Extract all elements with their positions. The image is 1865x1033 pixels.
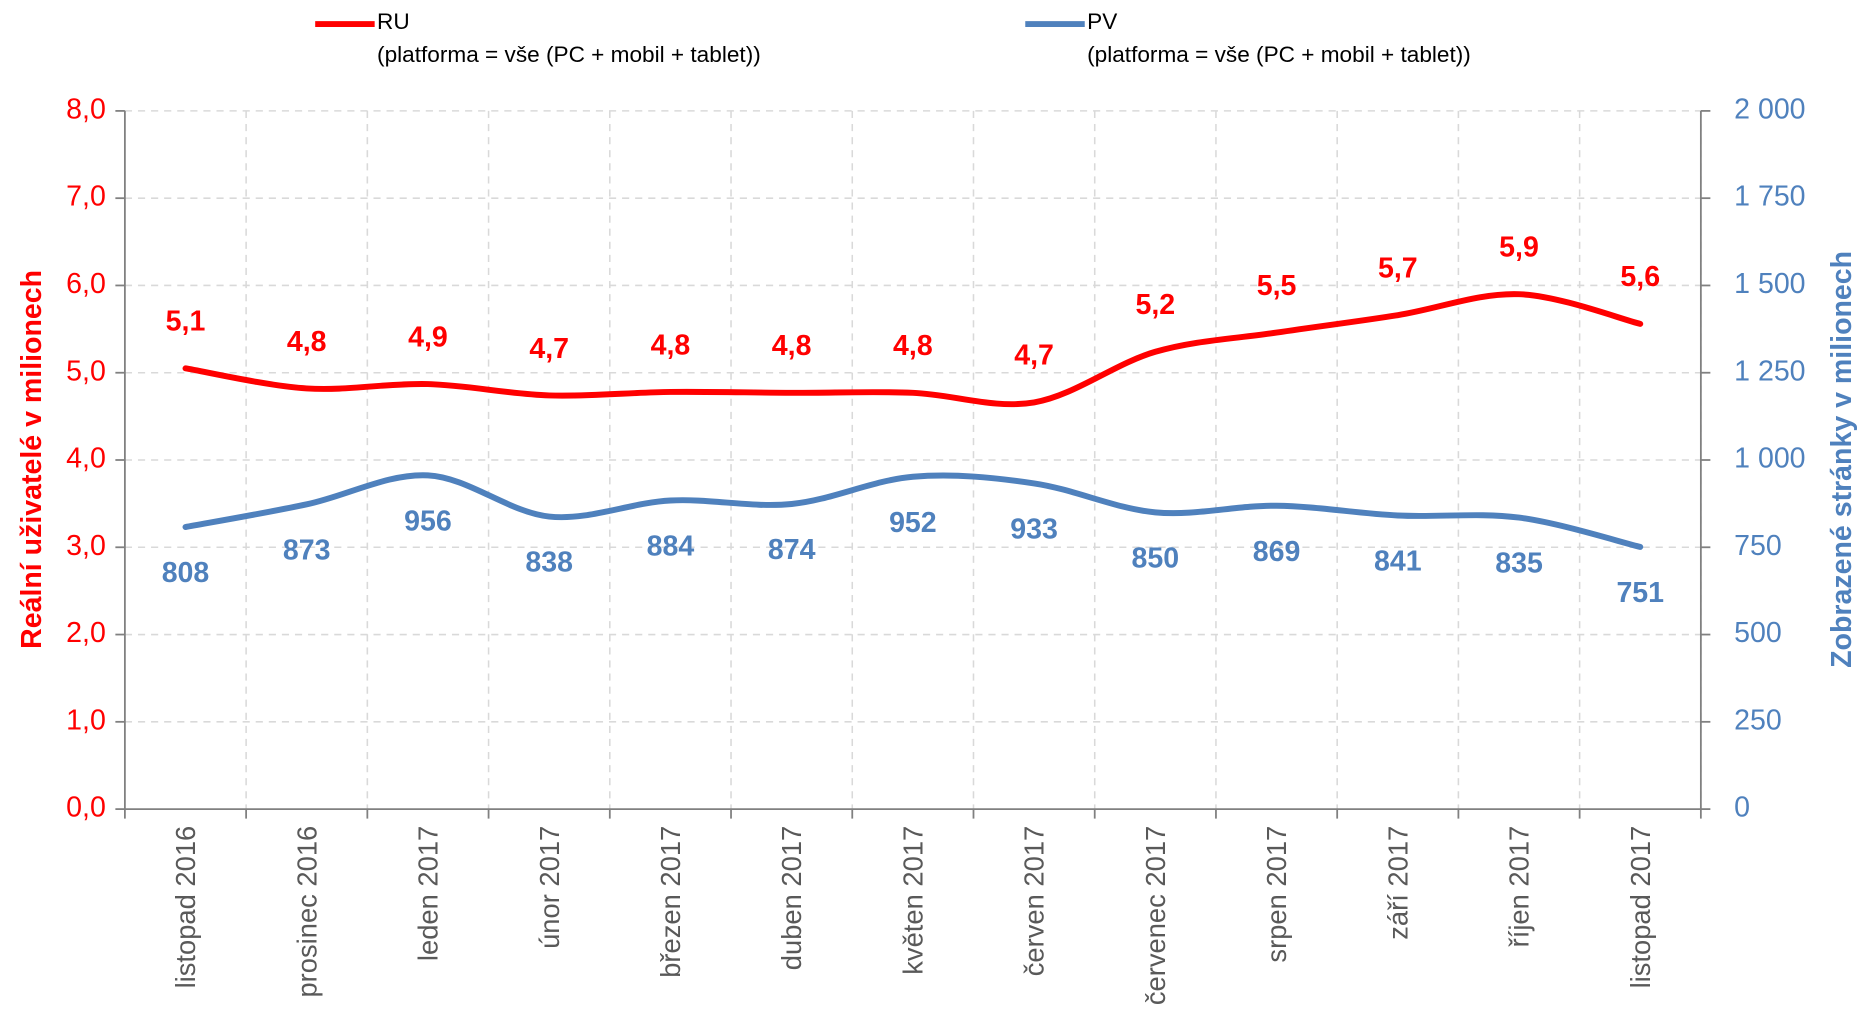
data-label: 873 bbox=[283, 534, 331, 566]
x-tick-label: únor 2017 bbox=[534, 826, 565, 949]
data-label: 5,6 bbox=[1620, 261, 1660, 293]
data-label: 956 bbox=[404, 505, 452, 537]
data-label: 4,9 bbox=[408, 321, 448, 353]
x-tick-label: září 2017 bbox=[1382, 826, 1413, 940]
legend-label: RU (platforma = vše (PC + mobil + tablet… bbox=[377, 9, 761, 69]
y2-tick-label: 500 bbox=[1734, 617, 1782, 649]
data-label: 751 bbox=[1616, 577, 1664, 609]
y2-tick-label: 1 000 bbox=[1734, 443, 1805, 475]
data-label: 808 bbox=[162, 557, 210, 589]
data-label: 838 bbox=[525, 547, 573, 579]
y2-tick-label: 1 500 bbox=[1734, 268, 1805, 300]
y2-axis-title: Zobrazené stránky v milionech bbox=[1826, 251, 1858, 668]
x-tick-label: listopad 2017 bbox=[1625, 826, 1656, 989]
y2-tick-label: 1 750 bbox=[1734, 181, 1805, 213]
y-tick-label: 7,0 bbox=[66, 181, 106, 213]
y-tick-label: 5,0 bbox=[66, 355, 106, 387]
line-series bbox=[182, 291, 1644, 408]
y-tick-label: 1,0 bbox=[66, 704, 106, 736]
y2-tick-label: 1 250 bbox=[1734, 355, 1805, 387]
data-label: 884 bbox=[647, 531, 695, 563]
data-label: 952 bbox=[889, 507, 937, 539]
data-label: 933 bbox=[1010, 514, 1058, 546]
x-tick-label: srpen 2017 bbox=[1261, 826, 1292, 963]
data-label: 5,5 bbox=[1257, 270, 1297, 302]
data-label: 4,8 bbox=[772, 330, 812, 362]
data-label: 4,7 bbox=[1014, 340, 1054, 372]
y2-tick-label: 750 bbox=[1734, 530, 1782, 562]
y-axis-title: Reální uživatelé v milionech bbox=[16, 270, 48, 649]
x-tick-label: březen 2017 bbox=[655, 826, 686, 978]
y-tick-label: 2,0 bbox=[66, 617, 106, 649]
data-label: 4,8 bbox=[287, 326, 327, 358]
data-label: 841 bbox=[1374, 546, 1422, 578]
data-label: 850 bbox=[1132, 542, 1180, 574]
legend-entry: RU (platforma = vše (PC + mobil + tablet… bbox=[377, 9, 761, 69]
y2-tick-label: 250 bbox=[1734, 704, 1782, 736]
y2-tick-label: 0 bbox=[1734, 792, 1750, 824]
data-label: 874 bbox=[768, 534, 816, 566]
y-tick-label: 3,0 bbox=[66, 530, 106, 562]
x-tick-label: listopad 2016 bbox=[170, 826, 201, 989]
x-tick-label: říjen 2017 bbox=[1504, 826, 1535, 948]
line-series bbox=[182, 472, 1644, 550]
data-label: 869 bbox=[1253, 536, 1301, 568]
x-tick-label: prosinec 2016 bbox=[291, 826, 322, 998]
data-label: 4,7 bbox=[529, 333, 569, 365]
data-label: 5,1 bbox=[166, 306, 206, 338]
y-tick-label: 4,0 bbox=[66, 443, 106, 475]
x-tick-label: květen 2017 bbox=[897, 826, 928, 975]
y-tick-label: 6,0 bbox=[66, 268, 106, 300]
legend-entry: PV (platforma = vše (PC + mobil + tablet… bbox=[1087, 9, 1471, 69]
y-tick-label: 0,0 bbox=[66, 792, 106, 824]
x-tick-label: červen 2017 bbox=[1019, 826, 1050, 977]
data-label: 4,8 bbox=[651, 329, 691, 361]
x-tick-label: červenec 2017 bbox=[1140, 826, 1171, 1005]
data-label: 835 bbox=[1495, 548, 1543, 580]
y2-tick-label: 2 000 bbox=[1734, 93, 1805, 125]
data-label: 5,7 bbox=[1378, 252, 1418, 284]
data-label: 5,2 bbox=[1135, 289, 1175, 321]
x-tick-label: duben 2017 bbox=[776, 826, 807, 970]
y-tick-label: 8,0 bbox=[66, 93, 106, 125]
legend-label: PV (platforma = vše (PC + mobil + tablet… bbox=[1087, 9, 1471, 69]
data-label: 5,9 bbox=[1499, 232, 1539, 264]
x-tick-label: leden 2017 bbox=[413, 826, 444, 961]
data-label: 4,8 bbox=[893, 330, 933, 362]
